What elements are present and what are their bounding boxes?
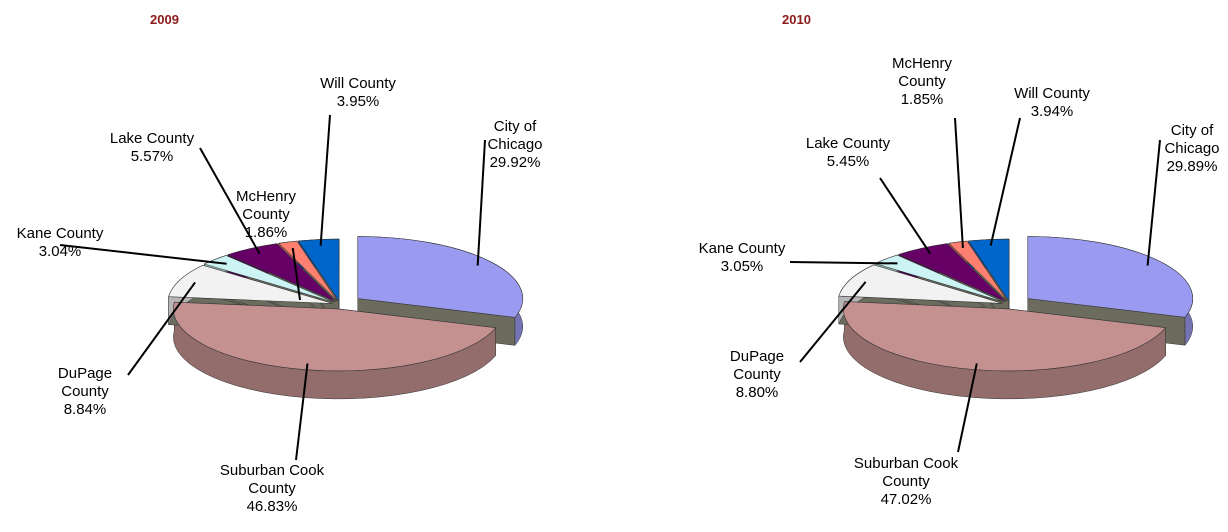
slice	[843, 301, 1167, 372]
slice-label: City of Chicago 29.89%	[1157, 122, 1227, 176]
category-name: Suburban Cook County	[219, 462, 325, 497]
slice	[226, 243, 337, 302]
category-name: McHenry County	[891, 55, 952, 90]
leader-line	[476, 139, 486, 266]
category-name: Lake County	[805, 135, 891, 152]
value-label: 3.04%	[38, 243, 82, 260]
chart-title: 2009	[150, 12, 179, 27]
slice	[357, 236, 524, 318]
slice-label: Will County 3.95%	[308, 75, 408, 111]
slice-label: McHenry County 1.85%	[887, 55, 957, 109]
slice	[838, 264, 1003, 304]
category-name: McHenry County	[235, 188, 296, 223]
value-label: 8.80%	[735, 384, 779, 401]
slice-label: Kane County 3.05%	[682, 240, 802, 276]
slice-label: City of Chicago 29.92%	[480, 118, 550, 172]
chart-title: 2010	[782, 12, 811, 27]
leader-line	[1146, 139, 1161, 266]
value-label: 5.57%	[130, 148, 174, 165]
slice-label: Suburban Cook County 47.02%	[851, 455, 961, 509]
value-label: 8.84%	[63, 401, 107, 418]
slice-label: DuPage County 8.84%	[45, 365, 125, 419]
value-label: 46.83%	[246, 498, 298, 515]
category-name: Will County	[320, 75, 396, 92]
leader-line	[291, 247, 301, 301]
slice	[968, 238, 1010, 303]
category-name: Lake County	[109, 130, 195, 147]
slice-label: McHenry County 1.86%	[231, 188, 301, 242]
slice-label: Lake County 5.45%	[793, 135, 903, 171]
slice	[297, 238, 340, 303]
slice	[203, 255, 335, 303]
value-label: 1.85%	[900, 91, 944, 108]
category-name: Will County	[1014, 85, 1090, 102]
leader-line	[319, 114, 331, 246]
slice	[173, 301, 497, 372]
slice-label: Kane County 3.04%	[0, 225, 120, 261]
category-name: Kane County	[16, 225, 104, 242]
category-name: DuPage County	[57, 365, 113, 400]
value-label: 29.89%	[1166, 158, 1218, 175]
slice	[1027, 236, 1194, 318]
value-label: 3.05%	[720, 258, 764, 275]
category-name: DuPage County	[729, 348, 785, 383]
value-label: 29.92%	[489, 154, 541, 171]
value-label: 47.02%	[880, 491, 932, 508]
value-label: 1.86%	[244, 224, 288, 241]
value-label: 5.45%	[826, 153, 870, 170]
category-name: Kane County	[698, 240, 786, 257]
slice-label: Will County 3.94%	[1002, 85, 1102, 121]
leader-line	[989, 117, 1021, 246]
value-label: 3.95%	[336, 93, 380, 110]
leader-line	[59, 244, 227, 265]
slice	[168, 264, 333, 304]
slice-label: Suburban Cook County 46.83%	[217, 462, 327, 516]
leader-line	[789, 261, 898, 265]
slice	[948, 240, 1008, 302]
leader-line	[127, 281, 196, 376]
leader-line	[879, 177, 932, 255]
category-name: City of Chicago	[1164, 122, 1220, 157]
category-name: City of Chicago	[487, 118, 543, 153]
leader-line	[954, 117, 964, 249]
leader-line	[957, 363, 978, 453]
category-name: Suburban Cook County	[853, 455, 959, 490]
leader-line	[199, 147, 261, 255]
leader-line	[799, 281, 867, 363]
leader-line	[295, 363, 309, 461]
slice	[897, 243, 1007, 302]
slice-label: Lake County 5.57%	[97, 130, 207, 166]
slice-label: DuPage County 8.80%	[717, 348, 797, 402]
value-label: 3.94%	[1030, 103, 1074, 120]
